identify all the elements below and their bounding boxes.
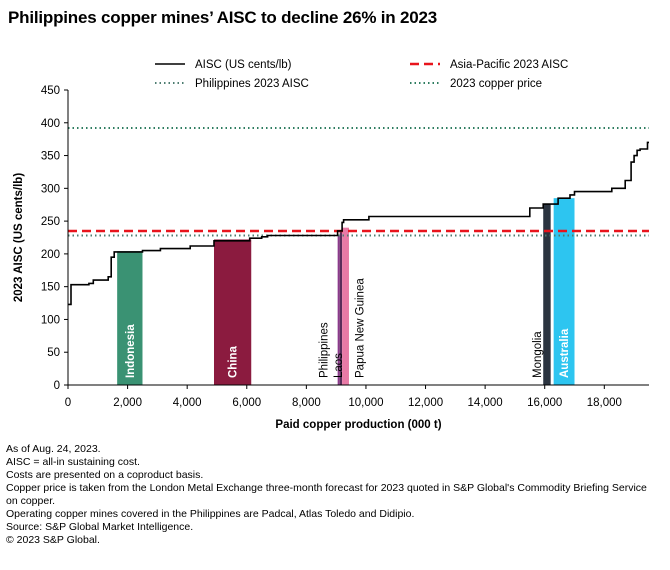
x-axis-title: Paid copper production (000 t) xyxy=(275,419,441,431)
band-mongolia xyxy=(543,204,551,385)
chart-axes: 0 50 100 150 200 250 300 350 400 450 0 2,000 4,000 6,… xyxy=(13,85,649,431)
chart-canvas: AISC (US cents/lb) Asia-Pacific 2023 AISC… xyxy=(13,59,649,431)
band-label-laos: Laos xyxy=(333,353,345,378)
note-line: Costs are presented on a coproduct basis… xyxy=(6,469,204,481)
reference-lines xyxy=(68,127,649,237)
band-label-china: China xyxy=(228,345,240,378)
y-axis-title: 2023 AISC (US cents/lb) xyxy=(13,173,25,302)
y-tick-label: 450 xyxy=(41,85,60,97)
x-tick-label: 8,000 xyxy=(292,397,321,409)
y-tick-label: 100 xyxy=(41,314,60,326)
y-tick-label: 50 xyxy=(47,347,60,359)
legend-label-0: AISC (US cents/lb) xyxy=(195,59,292,71)
note-line: Source: S&P Global Market Intelligence. xyxy=(6,521,194,533)
note-line: © 2023 S&P Global. xyxy=(6,534,100,546)
y-tick-label: 200 xyxy=(41,249,60,261)
band-australia xyxy=(553,198,575,385)
x-tick-label: 6,000 xyxy=(232,397,261,409)
aisc-line xyxy=(68,141,649,306)
aisc-series xyxy=(68,141,649,306)
x-tick-label: 18,000 xyxy=(587,397,622,409)
note-line: Operating copper mines covered in the Ph… xyxy=(6,508,415,520)
note-line: AISC = all-in sustaining cost. xyxy=(6,456,140,468)
band-papua-new-guinea xyxy=(342,227,349,385)
band-china xyxy=(213,239,252,385)
highlight-bands xyxy=(117,198,575,385)
band-indonesia xyxy=(117,251,143,385)
band-label-australia: Australia xyxy=(559,328,571,378)
y-tick-label: 350 xyxy=(41,151,60,163)
x-tick-label: 14,000 xyxy=(468,397,503,409)
x-tick-label: 2,000 xyxy=(113,397,142,409)
band-label-philippines: Philippines xyxy=(319,322,331,378)
x-tick-label: 16,000 xyxy=(527,397,562,409)
legend-label-1: Asia-Pacific 2023 AISC xyxy=(450,59,568,71)
note-line: Copper price is taken from the London Me… xyxy=(6,482,647,507)
y-tick-label: 300 xyxy=(41,183,60,195)
x-tick-label: 12,000 xyxy=(408,397,443,409)
y-tick-label: 400 xyxy=(41,118,60,130)
note-line: As of Aug. 24, 2023. xyxy=(6,443,101,455)
x-tick-label: 10,000 xyxy=(348,397,383,409)
band-label-indonesia: Indonesia xyxy=(125,324,137,378)
band-label-mongolia: Mongolia xyxy=(532,331,544,378)
legend-label-3: 2023 copper price xyxy=(450,78,542,90)
chart-title: Philippines copper mines’ AISC to declin… xyxy=(8,8,438,27)
y-tick-label: 0 xyxy=(54,380,60,392)
band-laos xyxy=(339,230,343,385)
band-label-papua-new-guinea: Papua New Guinea xyxy=(355,278,367,378)
x-tick-label: 0 xyxy=(65,397,71,409)
y-tick-label: 150 xyxy=(41,282,60,294)
x-tick-label: 4,000 xyxy=(173,397,202,409)
band-philippines xyxy=(337,235,340,385)
band-labels: Indonesia China Philippines Laos Papua New G… xyxy=(125,278,571,378)
chart-legend: AISC (US cents/lb) Asia-Pacific 2023 AISC… xyxy=(155,59,568,90)
legend-label-2: Philippines 2023 AISC xyxy=(195,78,309,90)
y-tick-label: 250 xyxy=(41,216,60,228)
chart-notes: As of Aug. 24, 2023. AISC = all-in sustai… xyxy=(6,443,661,547)
